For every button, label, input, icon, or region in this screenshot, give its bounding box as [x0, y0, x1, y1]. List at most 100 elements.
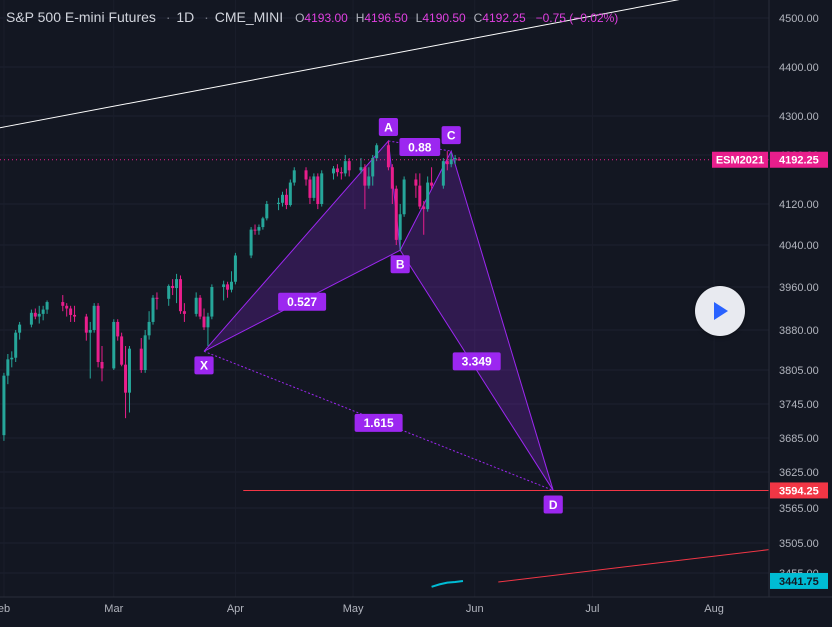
candle-body: [151, 297, 155, 322]
candle-body: [100, 362, 104, 369]
candle-body: [418, 185, 422, 207]
symbol-title[interactable]: S&P 500 E-mini Futures: [6, 9, 156, 25]
candle-body: [6, 359, 10, 376]
drawing-lines: [0, 0, 770, 583]
time-tick-label: Aug: [704, 603, 724, 615]
symbol-name-box: [712, 151, 768, 168]
ratio-label-abc[interactable]: 0.88: [399, 138, 441, 157]
ratio-label-bcd[interactable]: 3.349: [452, 352, 501, 371]
candle-body: [316, 176, 320, 204]
candle-body: [445, 161, 449, 165]
point-label-x-text: X: [200, 359, 208, 373]
price-tick-label: 3505.00: [779, 538, 819, 550]
price-tick-label: 3565.00: [779, 503, 819, 515]
time-tick-label: eb: [0, 603, 10, 615]
point-label-a[interactable]: A: [378, 117, 399, 136]
interval-label[interactable]: 1D: [176, 9, 195, 25]
point-label-b[interactable]: B: [390, 255, 410, 274]
candle-body: [339, 172, 343, 174]
time-tick-label: Jun: [466, 603, 484, 615]
ohlc-high-value: 4196.50: [364, 11, 408, 25]
candle-body: [171, 285, 175, 289]
ohlc-open-key: O: [295, 11, 305, 25]
price-change: −0.75 (−0.02%): [535, 11, 619, 25]
candle-body: [371, 158, 375, 177]
symbol-price-badge[interactable]: ESM2021 4192.25: [712, 151, 828, 168]
chart-header: S&P 500 E-mini Futures · 1D · CME_MINI O…: [6, 9, 618, 25]
white-trendline[interactable]: [0, 0, 698, 129]
candle-body: [331, 168, 335, 174]
candle-body: [453, 158, 457, 160]
candle-body: [45, 302, 49, 310]
candle-body: [96, 305, 100, 362]
candle-body: [288, 182, 292, 206]
candle-body: [304, 170, 308, 180]
price-tick-label: 4400.00: [779, 62, 819, 74]
candle-body: [120, 336, 124, 365]
candle-body: [265, 204, 269, 219]
price-tick-label: 4040.00: [779, 240, 819, 252]
ratio-label-abc-text: 0.88: [408, 140, 432, 154]
symbol-price-box: [770, 151, 828, 168]
xabcd-pattern[interactable]: [203, 139, 554, 491]
candle-body: [198, 297, 202, 317]
pattern-line-ac: [388, 140, 452, 152]
candle-body: [422, 206, 426, 210]
candle-body: [2, 375, 6, 436]
candle-body: [92, 305, 96, 330]
point-label-x[interactable]: X: [194, 356, 214, 375]
candle-body: [402, 179, 406, 215]
candle-body: [65, 305, 69, 309]
candle-body: [249, 229, 253, 256]
red-trendline[interactable]: [498, 549, 770, 583]
point-label-d[interactable]: D: [543, 495, 563, 514]
price-tick-label: 3880.00: [779, 325, 819, 337]
candle-body: [359, 167, 363, 171]
candle-body: [127, 348, 131, 393]
play-button[interactable]: [695, 286, 745, 336]
ratio-label-xad[interactable]: 1.615: [354, 413, 403, 432]
candle-body: [18, 324, 22, 333]
candle-body: [390, 167, 394, 189]
point-label-x-box: [194, 356, 214, 375]
ohlc-close-key: C: [473, 11, 483, 25]
candle-body: [441, 161, 445, 186]
point-label-a-text: A: [384, 120, 393, 134]
ratio-label-xab[interactable]: 0.527: [278, 292, 327, 311]
point-label-c[interactable]: C: [441, 126, 461, 145]
candle-body: [375, 145, 379, 159]
candle-body: [112, 321, 116, 369]
candle-body: [167, 285, 171, 299]
price-tick-label: 4120.00: [779, 199, 819, 211]
candle-body: [147, 321, 151, 336]
candle-body: [312, 176, 316, 198]
candle-body: [29, 312, 33, 325]
candle-body: [143, 335, 147, 370]
indicator-price-badge[interactable]: 3441.75: [770, 572, 828, 589]
candle-body: [84, 316, 88, 333]
header-separator: ·: [165, 9, 171, 25]
candle-body: [449, 159, 453, 165]
candle-body: [61, 302, 65, 306]
candle-body: [178, 279, 182, 312]
time-tick-label: Jul: [585, 603, 599, 615]
candle-body: [41, 309, 45, 314]
candle-body: [116, 321, 120, 337]
target-price-badge[interactable]: 3594.25: [770, 482, 828, 499]
time-tick-label: May: [343, 603, 364, 615]
xabcd-pattern-labels[interactable]: X A B C D 0.88 0.527 3.349 1.615: [194, 117, 563, 514]
candle-body: [69, 308, 73, 315]
candle-body: [284, 194, 288, 206]
candle-body: [308, 179, 312, 198]
candle-body: [182, 311, 186, 314]
candles: [2, 140, 461, 441]
ratio-label-bcd-text: 3.349: [462, 355, 492, 369]
candle-body: [320, 173, 324, 204]
candle-body: [457, 159, 461, 161]
ratio-label-xad-box: [354, 413, 403, 432]
candle-body: [175, 279, 179, 289]
price-tick-label: 4500.00: [779, 13, 819, 25]
pattern-line-xd: [203, 350, 554, 491]
